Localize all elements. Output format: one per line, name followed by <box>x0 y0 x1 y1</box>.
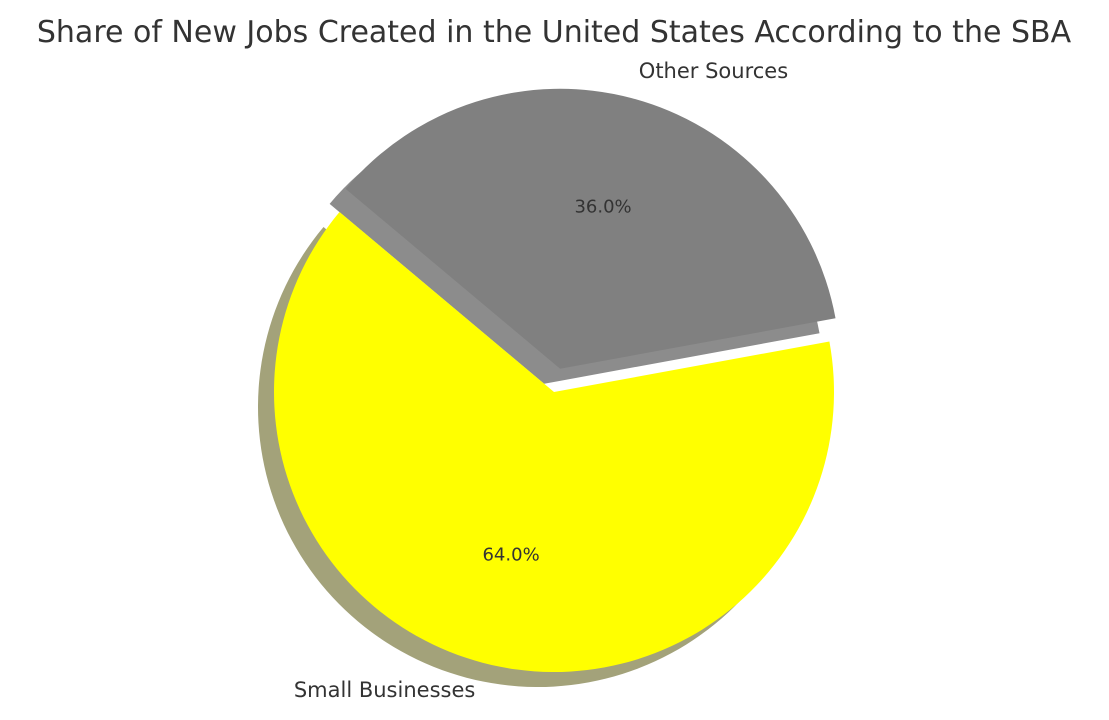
slice-label-other-sources: Other Sources <box>639 59 788 83</box>
chart-title: Share of New Jobs Created in the United … <box>37 15 1072 50</box>
pie-slice-small-businesses <box>274 212 834 673</box>
slice-percent-small-businesses: 64.0% <box>482 544 539 565</box>
slice-percent-other-sources: 36.0% <box>574 196 631 217</box>
pie-slice-other-sources <box>345 88 836 369</box>
pie-slices <box>258 88 836 687</box>
pie-labels: Small Businesses 64.0% Other Sources 36.0% <box>294 59 788 702</box>
slice-label-small-businesses: Small Businesses <box>294 678 475 702</box>
